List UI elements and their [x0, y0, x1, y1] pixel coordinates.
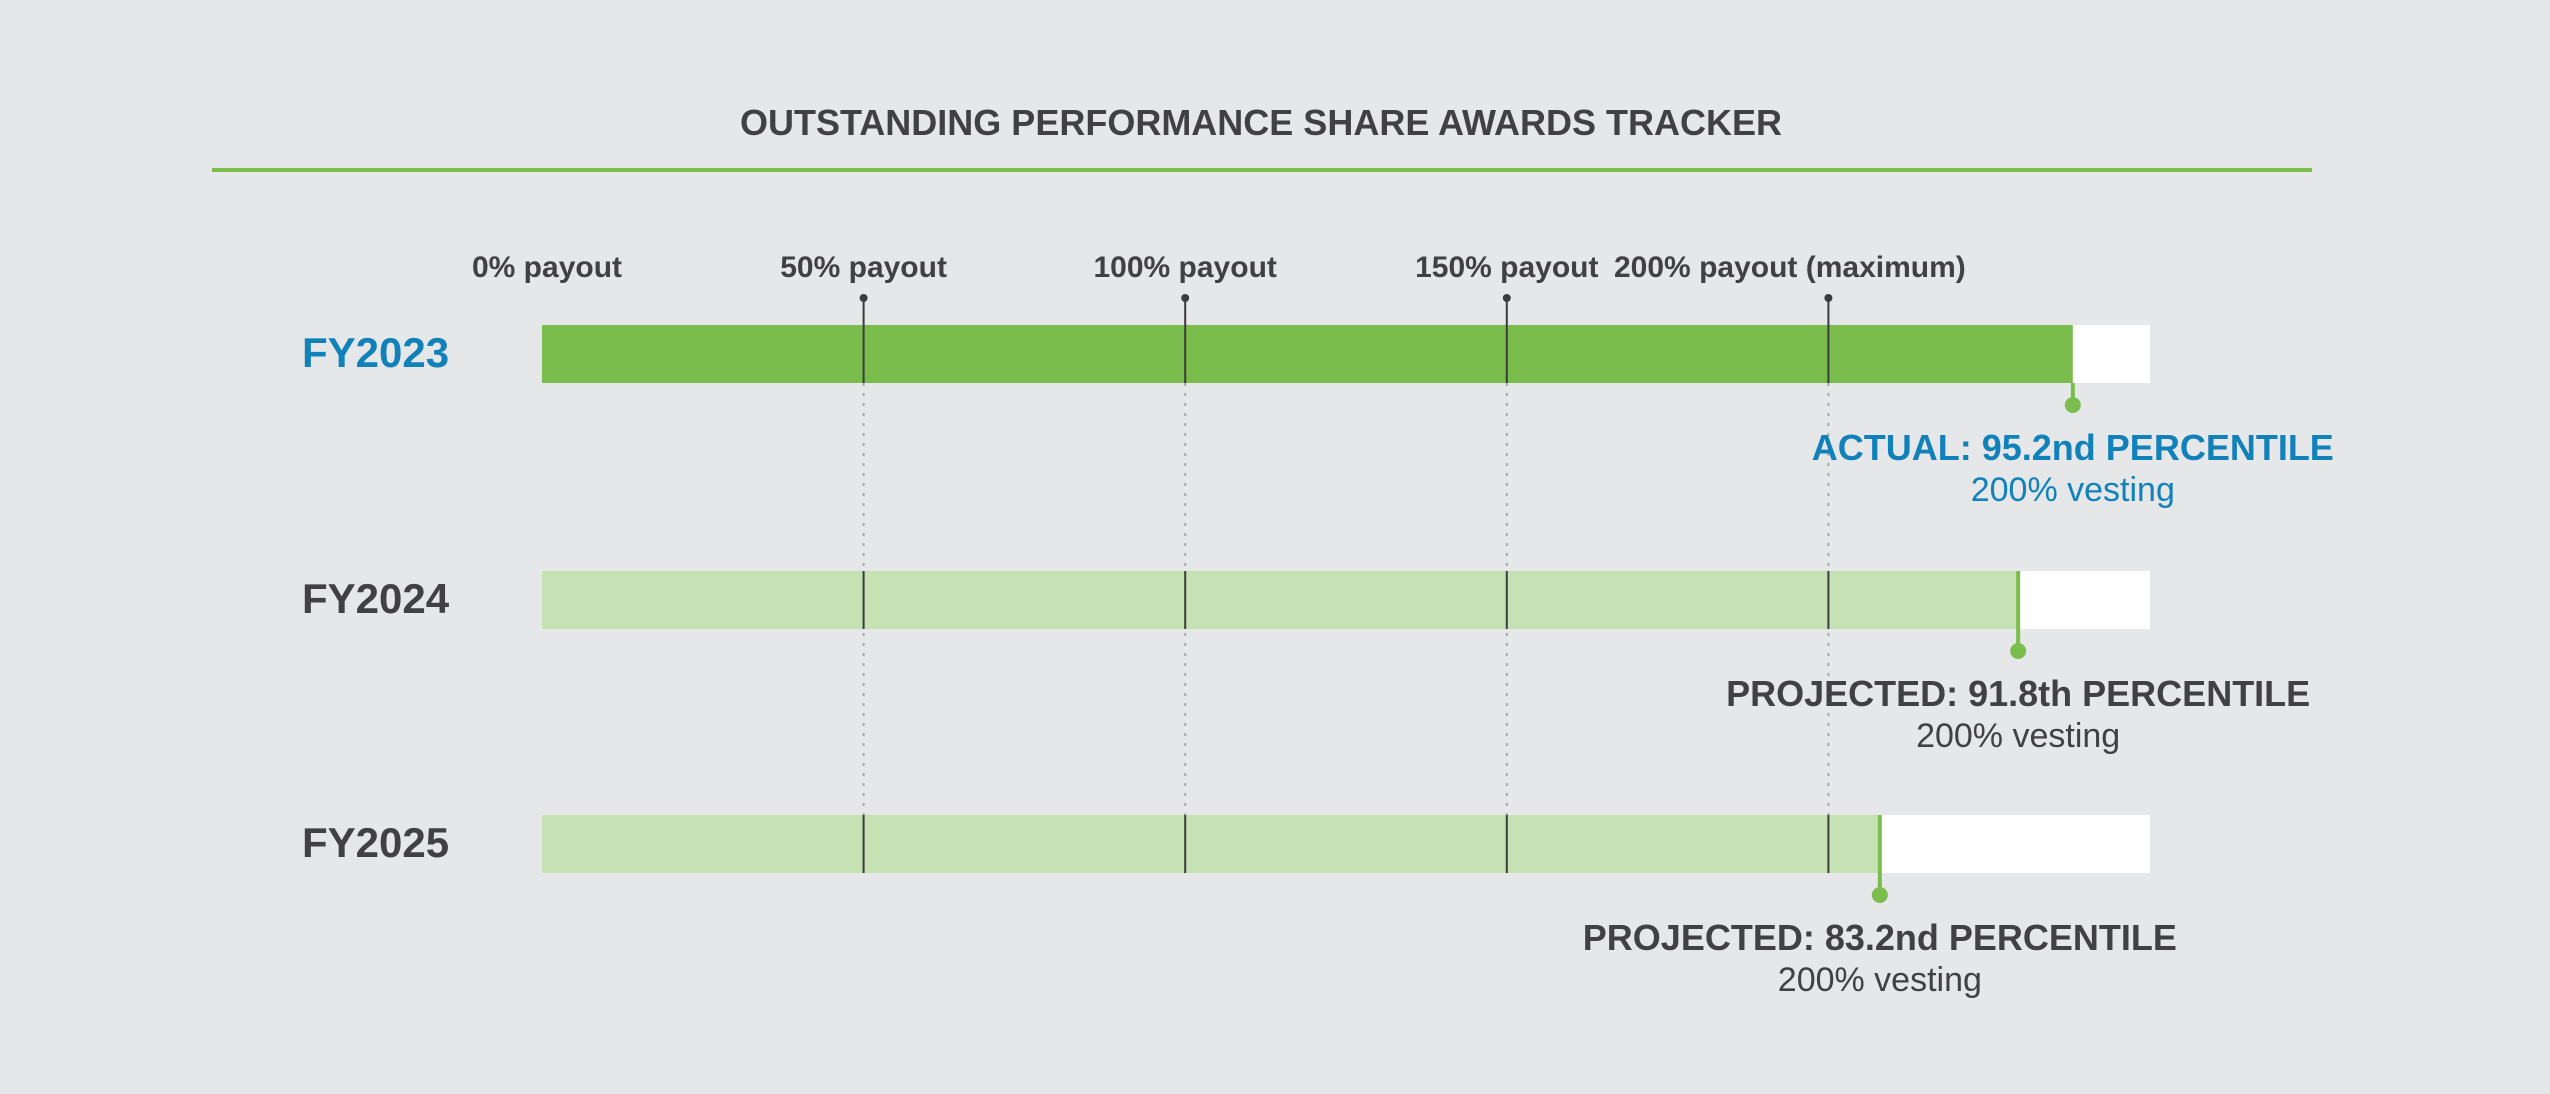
vesting-label: 200% vesting: [1778, 961, 1982, 999]
value-annotation: ACTUAL: 95.2nd PERCENTILE: [1812, 427, 2334, 468]
tick-label: 100% payout: [1093, 251, 1276, 284]
value-marker-dot: [2010, 643, 2027, 659]
value-marker-dot: [1871, 887, 1888, 903]
row-label: FY2025: [302, 819, 449, 866]
axis-ticks: 0% payout 50% payout 100% payout 150% payou…: [472, 251, 1966, 873]
row-label: FY2024: [302, 575, 450, 622]
tick-label: 50% payout: [780, 251, 947, 284]
value-annotation: PROJECTED: 83.2nd PERCENTILE: [1583, 917, 2177, 958]
chart-title: OUTSTANDING PERFORMANCE SHARE AWARDS TRA…: [740, 102, 1782, 143]
row-label: FY2023: [302, 329, 449, 376]
bar-fill: [542, 325, 2073, 383]
bar-fill: [542, 571, 2019, 629]
value-marker-dot: [2064, 397, 2081, 413]
bar-fill: [542, 815, 1880, 873]
vesting-label: 200% vesting: [1916, 717, 2120, 755]
vesting-label: 200% vesting: [1971, 471, 2175, 509]
tick-label: 150% payout: [1415, 251, 1598, 284]
tick-label: 0% payout: [472, 251, 622, 284]
value-annotation: PROJECTED: 91.8th PERCENTILE: [1726, 673, 2310, 714]
tick-label: 200% payout (maximum): [1614, 251, 1966, 284]
